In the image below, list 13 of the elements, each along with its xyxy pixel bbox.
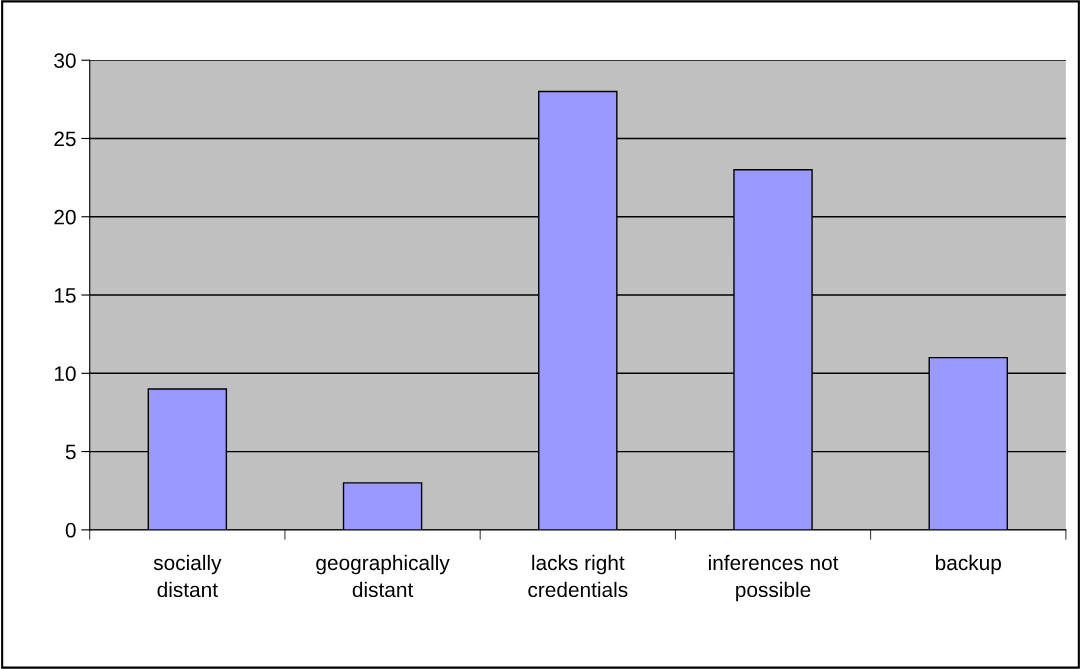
y-tick-label: 0 <box>65 522 76 538</box>
y-tick-label: 10 <box>54 366 76 382</box>
x-tick-label: geographically distant <box>316 554 450 598</box>
y-tick-label: 15 <box>54 288 76 303</box>
x-tick-label: lacks right credentials <box>528 554 628 598</box>
y-tick-label: 30 <box>54 53 76 68</box>
y-tick-label: 20 <box>54 209 76 225</box>
bar <box>342 482 423 530</box>
y-tick-label: 5 <box>65 444 76 460</box>
x-tick-label: backup <box>936 554 1001 575</box>
x-tick-label: inferences not possible <box>708 554 839 602</box>
x-tick-label: socially distant <box>153 554 222 598</box>
y-tick-label: 25 <box>54 131 76 147</box>
